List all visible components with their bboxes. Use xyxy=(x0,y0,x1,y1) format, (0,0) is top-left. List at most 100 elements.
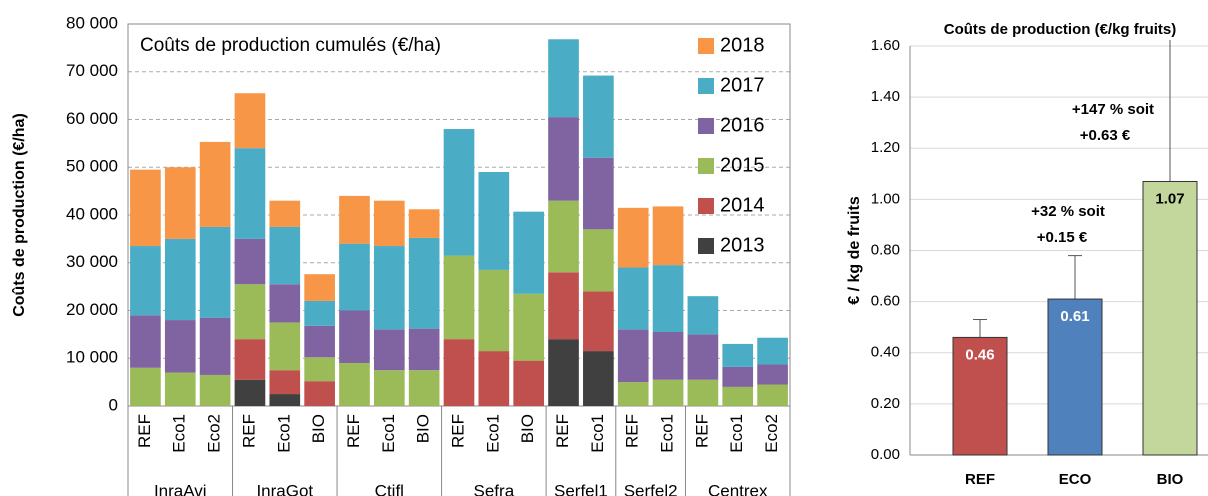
x-tick-label: Eco1 xyxy=(274,414,293,453)
bar-segment xyxy=(408,370,440,406)
bar-segment xyxy=(513,211,545,294)
bar-segment xyxy=(234,93,266,149)
legend-label: 2014 xyxy=(720,194,765,216)
bar xyxy=(1142,180,1198,456)
bar-segment xyxy=(304,300,335,326)
bar-segment xyxy=(722,366,754,387)
x-tick-label: BIO xyxy=(1157,471,1184,488)
x-tick-label: Eco1 xyxy=(483,414,502,453)
y-tick-label: 10 000 xyxy=(66,348,118,367)
x-tick-label: REF xyxy=(623,414,642,448)
y-tick-label: 0.60 xyxy=(871,293,900,310)
chart-title: Coûts de production (€/kg fruits) xyxy=(944,21,1177,38)
value-label: 0.61 xyxy=(1060,308,1089,325)
bar-segment xyxy=(408,328,440,371)
bar-segment xyxy=(687,334,719,380)
bar-segment xyxy=(339,363,370,406)
y-tick-label: 1.40 xyxy=(871,88,900,105)
bar-segment xyxy=(234,148,266,239)
y-axis-label: € / kg de fruits xyxy=(846,196,863,305)
bar-segment xyxy=(548,117,579,201)
bar-segment xyxy=(269,284,301,323)
bar-segment xyxy=(373,370,405,406)
bar-segment xyxy=(583,291,614,352)
legend-swatch xyxy=(698,38,714,54)
bar-segment xyxy=(583,75,614,158)
bar-segment xyxy=(617,207,649,268)
bar-segment xyxy=(199,226,231,318)
group-label: Serfel2 xyxy=(624,481,678,496)
bar-segment xyxy=(130,367,161,406)
x-tick-label: BIO xyxy=(414,414,433,443)
bar-segment xyxy=(652,331,684,380)
x-tick-label: REF xyxy=(448,414,467,448)
bar-segment xyxy=(408,237,440,329)
bar-segment xyxy=(164,372,196,406)
group-label: Serfel1 xyxy=(554,481,608,496)
bar-segment xyxy=(339,195,370,244)
legend-swatch xyxy=(698,238,714,254)
legend-swatch xyxy=(698,198,714,214)
bar-segment xyxy=(269,394,301,406)
bar-segment xyxy=(130,169,161,247)
value-label: 0.46 xyxy=(965,346,994,363)
y-tick-label: 80 000 xyxy=(66,13,118,32)
y-tick-label: 20 000 xyxy=(66,300,118,319)
y-tick-label: 60 000 xyxy=(66,109,118,128)
bar-segment xyxy=(757,384,788,406)
x-tick-label: Eco1 xyxy=(588,414,607,453)
bar-segment xyxy=(548,272,579,340)
y-tick-label: 70 000 xyxy=(66,61,118,80)
clip-group xyxy=(973,40,1171,338)
bar-segment xyxy=(478,351,510,406)
bar-segment xyxy=(269,200,301,227)
x-tick-label: Eco1 xyxy=(658,414,677,453)
bar-segment xyxy=(130,246,161,316)
bar-segment xyxy=(443,255,475,340)
y-tick-label: 1.60 xyxy=(871,37,900,54)
group-label: Sefra xyxy=(474,481,515,496)
y-tick-label: 30 000 xyxy=(66,252,118,271)
legend-label: 2017 xyxy=(720,74,765,96)
bar-segment xyxy=(478,172,510,270)
bar-segment xyxy=(687,296,719,335)
bar-segment xyxy=(583,351,614,406)
y-tick-label: 50 000 xyxy=(66,157,118,176)
x-tick-label: Eco1 xyxy=(170,414,189,453)
bar-segment xyxy=(199,317,231,375)
bar-segment xyxy=(304,274,335,301)
bar xyxy=(952,336,1008,456)
bar-segment xyxy=(617,329,649,383)
x-tick-label: Eco1 xyxy=(727,414,746,453)
annotation: +32 % soit xyxy=(1031,203,1105,220)
bar-segment xyxy=(548,339,579,406)
bar-segment xyxy=(757,337,788,365)
y-tick-label: 40 000 xyxy=(66,204,118,223)
legend-label: 2013 xyxy=(720,234,765,256)
bar-segment xyxy=(234,339,266,380)
bar xyxy=(1047,298,1103,456)
x-tick-label: BIO xyxy=(518,414,537,443)
group-label: InraGot xyxy=(256,481,313,496)
bar-segment xyxy=(443,129,475,256)
x-tick-label: ECO xyxy=(1059,471,1092,488)
annotation: +0.63 € xyxy=(1080,127,1131,144)
bar-segment xyxy=(339,310,370,364)
bar-segment xyxy=(617,382,649,406)
bar-segment xyxy=(269,322,301,371)
bar-segment xyxy=(373,329,405,371)
bar-segment xyxy=(234,379,266,406)
legend-swatch xyxy=(698,78,714,94)
bar-segment xyxy=(304,381,335,406)
bar-segment xyxy=(234,238,266,285)
bar-segment xyxy=(164,167,196,239)
bar-segment xyxy=(722,386,754,406)
bar-segment xyxy=(652,206,684,266)
legend-label: 2015 xyxy=(720,154,765,176)
bar-segment xyxy=(652,265,684,332)
y-tick-label: 0.80 xyxy=(871,241,900,258)
bar-segment xyxy=(304,357,335,382)
bar-segment xyxy=(199,141,231,227)
bar-segment xyxy=(548,39,579,118)
x-tick-label: REF xyxy=(692,414,711,448)
